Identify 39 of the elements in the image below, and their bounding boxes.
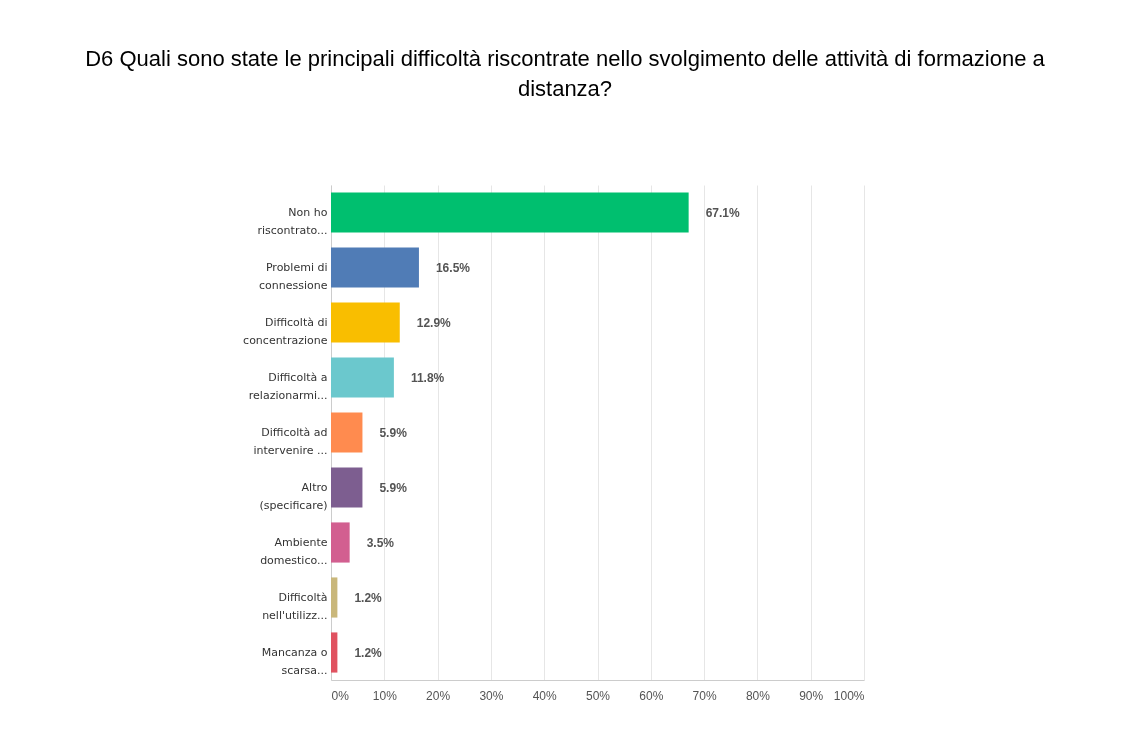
x-tick-label: 100% [833, 688, 865, 703]
x-tick-label: 50% [585, 688, 611, 703]
bar [331, 522, 350, 563]
bar [331, 412, 363, 453]
x-tick-label: 70% [692, 688, 717, 703]
x-tick-label: 10% [372, 688, 398, 703]
y-tick-label: Altro (specificare) [259, 480, 328, 512]
data-label: 1.2% [354, 590, 383, 605]
data-label: 5.9% [379, 480, 408, 495]
bar [331, 302, 400, 343]
bar [331, 632, 338, 673]
x-tick-label: 20% [426, 688, 451, 703]
y-tick-label: Difficoltà a relazionarmi... [248, 370, 328, 402]
bar [331, 192, 689, 233]
data-label: 3.5% [366, 535, 395, 550]
bar [331, 247, 419, 288]
data-label: 1.2% [354, 645, 383, 660]
y-tick-label: Mancanza o scarsa... [261, 645, 328, 677]
x-tick-label: 60% [639, 688, 664, 703]
y-tick-label: Ambiente domestico... [260, 535, 328, 567]
y-tick-label: Difficoltà ad intervenire ... [253, 425, 328, 457]
data-label: 16.5% [435, 260, 471, 275]
data-label: 11.8% [410, 370, 445, 385]
y-tick-label: Problemi di connessione [259, 260, 328, 292]
y-tick-label: Difficoltà nell'utilizz... [262, 590, 328, 622]
x-tick-label: 0% [331, 688, 350, 703]
bar [331, 357, 394, 398]
y-tick-label: Difficoltà di concentrazione [243, 315, 328, 347]
bar [331, 577, 338, 618]
y-tick-label: Non ho riscontrato... [257, 205, 328, 237]
data-label: 5.9% [379, 425, 408, 440]
bar [331, 467, 363, 508]
x-tick-label: 80% [745, 688, 771, 703]
chart-title: D6 Quali sono state le principali difficoltà riscontrate nello svolgimento delle attività di formazione a distanza? [84, 45, 1046, 103]
x-tick-label: 90% [799, 688, 824, 703]
x-tick-label: 30% [479, 688, 504, 703]
data-label: 67.1% [705, 205, 740, 220]
x-tick-label: 40% [532, 688, 558, 703]
data-label: 12.9% [416, 315, 452, 330]
